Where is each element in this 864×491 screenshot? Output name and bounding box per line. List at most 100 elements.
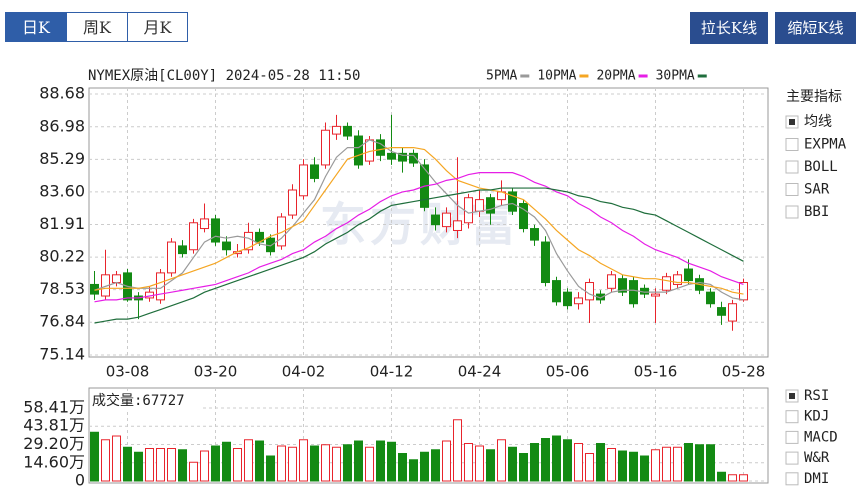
volume-bar <box>530 443 539 482</box>
volume-bar <box>695 444 704 482</box>
indicator-label: EXPMA <box>804 137 847 153</box>
indicator-label: MACD <box>804 429 838 445</box>
candle-body <box>464 197 473 224</box>
indicator-option[interactable]: RSI <box>785 388 829 404</box>
volume-bar <box>431 449 440 482</box>
y-tick-label: 85.29 <box>39 149 85 168</box>
checkbox <box>785 160 799 174</box>
checkbox <box>785 472 799 486</box>
zoom-button[interactable]: 拉长K线 <box>690 12 768 44</box>
volume-bar <box>475 445 484 482</box>
indicator-label: SAR <box>804 182 830 198</box>
indicator-option[interactable]: SAR <box>785 182 830 198</box>
period-tab[interactable]: 日K <box>5 12 67 42</box>
volume-bar <box>662 446 671 482</box>
moving-average-line <box>94 146 744 295</box>
candle-body <box>728 303 737 322</box>
candle-body <box>673 274 682 285</box>
candle-body <box>552 280 561 303</box>
volume-bar <box>739 474 748 482</box>
candle-body <box>222 241 231 251</box>
x-tick-label: 03-08 <box>106 363 150 381</box>
indicator-label: W&R <box>804 450 830 466</box>
volume-bar <box>706 444 715 482</box>
volume-bar <box>90 431 99 482</box>
indicator-option[interactable]: MACD <box>785 429 838 445</box>
candle-body <box>486 197 495 214</box>
volume-bar <box>178 449 187 482</box>
indicator-option[interactable]: DMI <box>785 471 829 487</box>
indicator-option[interactable]: BOLL <box>785 159 838 175</box>
volume-bar <box>673 446 682 482</box>
candle-body <box>662 276 671 291</box>
volume-bar <box>310 445 319 482</box>
y-tick-label: 75.14 <box>39 345 85 364</box>
indicator-label: BOLL <box>804 159 838 175</box>
volume-bar <box>640 455 649 482</box>
volume-bar <box>629 451 638 482</box>
candle-body <box>618 278 627 293</box>
indicator-label: KDJ <box>804 409 829 425</box>
period-tab[interactable]: 周K <box>66 12 128 42</box>
volume-bar <box>200 450 209 482</box>
volume-bar <box>508 446 517 482</box>
candle-body <box>167 241 176 274</box>
volume-bar <box>123 446 132 482</box>
checkbox <box>785 183 799 196</box>
x-tick-label: 04-12 <box>370 363 414 381</box>
y-tick-label: 83.60 <box>39 181 85 200</box>
volume-title: 成交量:67727 <box>92 392 185 409</box>
volume-bar <box>244 439 253 482</box>
y-tick-label: 0 <box>75 471 85 490</box>
candle-body <box>585 282 594 301</box>
volume-bar <box>266 455 275 482</box>
x-tick-label: 05-06 <box>546 363 590 381</box>
checkbox <box>785 205 799 219</box>
indicator-option[interactable]: KDJ <box>785 409 829 425</box>
y-tick-label: 43.81万 <box>23 416 85 435</box>
price-frame <box>88 87 769 358</box>
volume-bar <box>387 441 396 482</box>
indicator-option[interactable]: EXPMA <box>785 137 847 153</box>
moving-average-line <box>94 172 744 303</box>
legend-label: 10PMA <box>537 69 576 84</box>
indicator-option[interactable]: W&R <box>785 450 830 466</box>
indicator-option[interactable]: BBI <box>785 204 829 220</box>
volume-bar <box>354 440 363 482</box>
candle-body <box>442 212 451 228</box>
legend-label: 30PMA <box>656 69 695 84</box>
candle-body <box>574 297 583 305</box>
volume-bar <box>222 441 231 482</box>
volume-bar <box>684 443 693 482</box>
candle-body <box>112 274 121 284</box>
volume-bar <box>618 450 627 482</box>
indicator-label: 均线 <box>804 114 832 130</box>
candle-body <box>629 280 638 305</box>
candle-body <box>541 241 550 284</box>
period-tab[interactable]: 月K <box>127 12 188 42</box>
volume-bar <box>233 448 242 482</box>
volume-bar <box>189 461 198 482</box>
moving-average-line <box>94 139 744 301</box>
indicator-option[interactable]: 均线 <box>785 114 832 130</box>
checkbox <box>785 451 799 465</box>
volume-bar <box>552 435 561 482</box>
volume-bar <box>145 448 154 482</box>
candle-body <box>475 199 484 212</box>
checkbox-mark <box>789 119 795 125</box>
indicator-label: RSI <box>804 388 829 404</box>
volume-bar <box>596 443 605 482</box>
x-tick-label: 05-16 <box>634 363 678 381</box>
candle-body <box>211 218 220 243</box>
volume-bar <box>211 445 220 482</box>
volume-bar <box>332 446 341 482</box>
volume-bar <box>574 443 583 482</box>
volume-bar <box>717 471 726 482</box>
y-tick-label: 58.41万 <box>23 398 85 417</box>
candle-body <box>288 189 297 216</box>
chart-title: NYMEX原油[CL00Y] 2024-05-28 11:50 <box>88 68 360 84</box>
y-tick-label: 76.84 <box>39 312 85 331</box>
zoom-button[interactable]: 缩短K线 <box>775 12 856 44</box>
indicator-label: DMI <box>804 471 829 487</box>
